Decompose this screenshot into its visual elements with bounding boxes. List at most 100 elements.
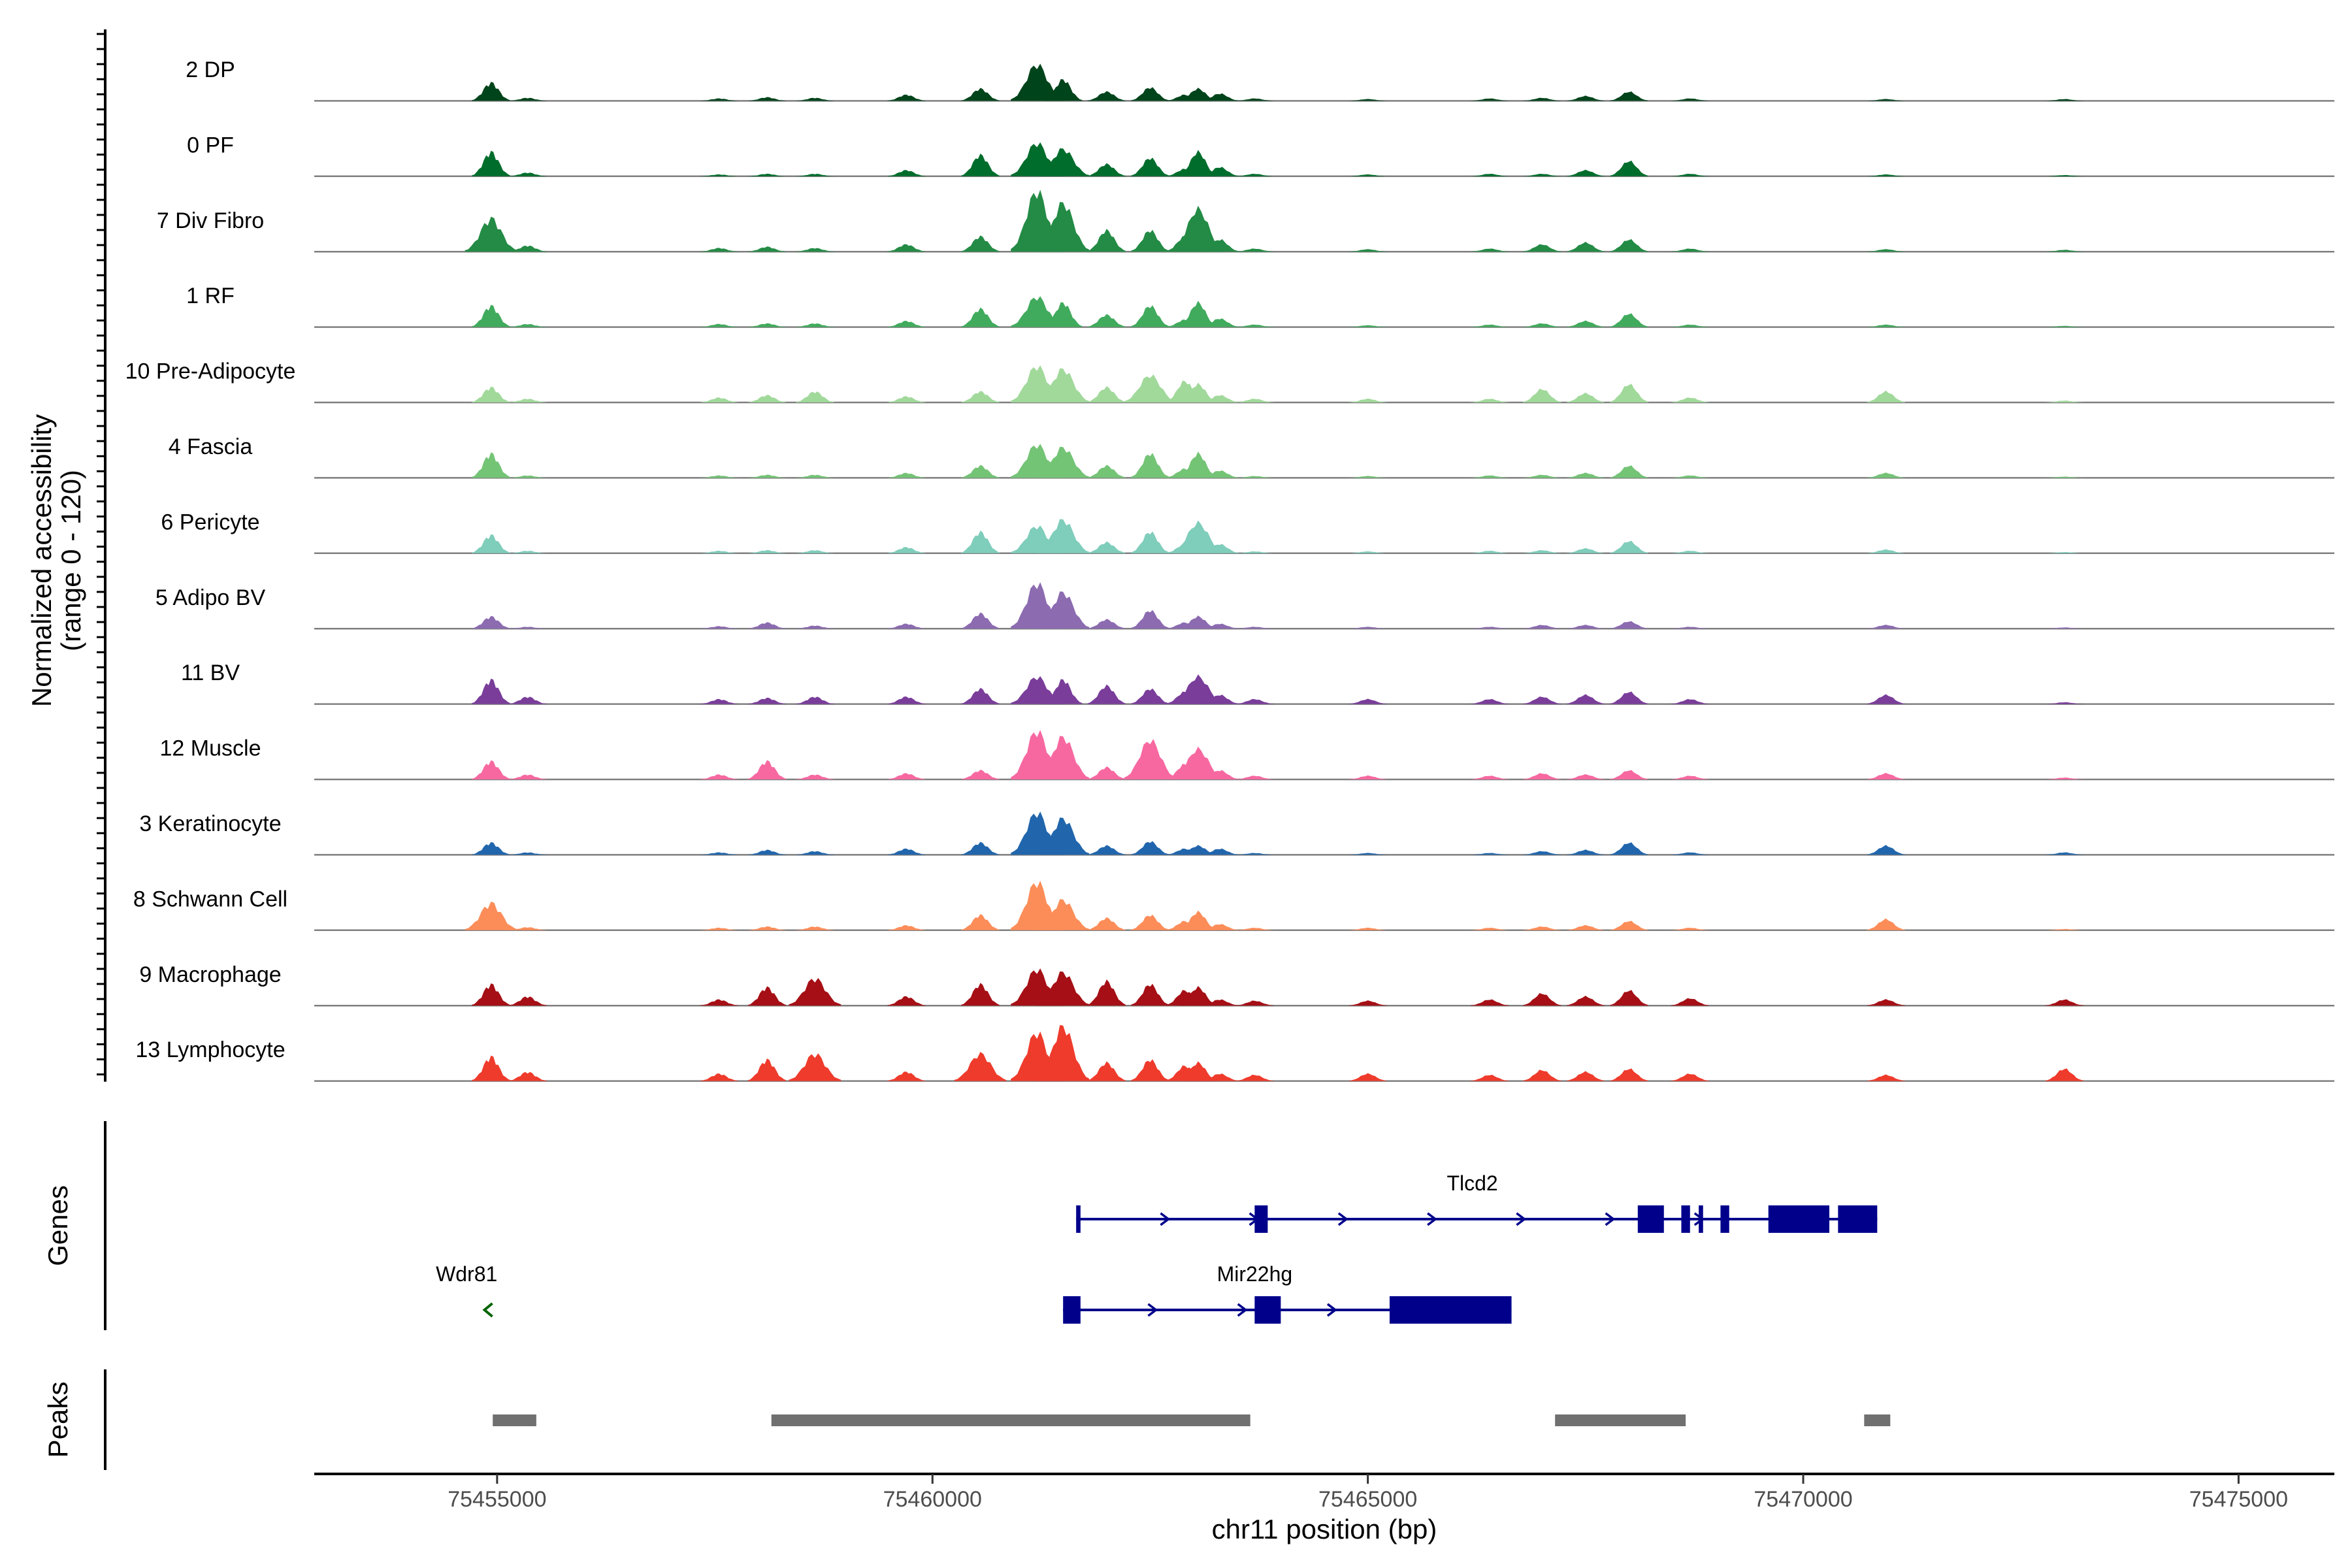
coverage-peak <box>2045 627 2084 629</box>
coverage-peak <box>1087 1061 1126 1081</box>
coverage-peak <box>2045 777 2084 779</box>
coverage-peak <box>1566 996 1605 1006</box>
coverage-peak <box>472 841 510 855</box>
coverage-peak <box>1470 698 1509 704</box>
coverage-peak <box>1200 544 1239 553</box>
coverage-peak <box>472 983 510 1006</box>
coverage-peak <box>508 1071 547 1081</box>
gene-exon <box>1063 1296 1081 1324</box>
gene-exon <box>1637 1205 1664 1233</box>
peak-region <box>493 1414 536 1426</box>
x-tick-label: 75465000 <box>1318 1487 1417 1512</box>
coverage-peak <box>1522 474 1561 478</box>
coverage-peak <box>1522 244 1561 252</box>
coverage-peak <box>508 927 547 930</box>
coverage-peak <box>2045 325 2084 327</box>
coverage-peak <box>508 996 547 1006</box>
coverage-peak <box>1235 1075 1274 1081</box>
coverage-peak <box>1348 627 1387 629</box>
coverage-peak <box>1348 698 1387 704</box>
track-2: 0 PF <box>187 133 2334 178</box>
coverage-peak <box>1037 971 1090 1006</box>
peak-region <box>1555 1414 1686 1426</box>
coverage-peak <box>747 97 787 101</box>
coverage-peak <box>1348 476 1387 478</box>
coverage-peak <box>954 1051 1007 1081</box>
coverage-peak <box>961 465 1000 478</box>
coverage-peak <box>1610 921 1648 930</box>
coverage-peak <box>1610 770 1648 779</box>
track-label: 13 Lymphocyte <box>135 1037 285 1062</box>
coverage-peak <box>1235 551 1274 553</box>
coverage-peak <box>1200 848 1239 855</box>
coverage-peak <box>747 849 787 855</box>
coverage-peak <box>700 1073 739 1081</box>
coverage-peak <box>700 323 739 327</box>
coverage-peak <box>1200 623 1239 629</box>
coverage-peak <box>961 88 1000 101</box>
coverage-peak <box>1011 296 1064 327</box>
coverage-peak <box>1131 229 1169 252</box>
coverage-peak <box>1566 95 1605 101</box>
coverage-peak <box>1348 551 1387 553</box>
coverage-peak <box>1348 775 1387 779</box>
coverage-peak <box>472 678 510 704</box>
track-label: 0 PF <box>187 133 234 157</box>
track-10: 12 Muscle <box>160 730 2334 781</box>
coverage-peak <box>1671 1073 1710 1081</box>
coverage-peak <box>1131 1059 1169 1081</box>
track-13: 9 Macrophage <box>139 962 2334 1007</box>
coverage-peak <box>2045 99 2084 101</box>
coverage-peak <box>1671 248 1710 252</box>
coverage-peak <box>747 926 787 930</box>
peaks-panel: Peaks <box>42 1369 1891 1470</box>
coverage-peak <box>1200 395 1239 402</box>
gene-exon <box>1768 1205 1829 1233</box>
coverage-peak <box>796 248 834 252</box>
coverage-peak <box>1867 99 1905 101</box>
coverage-peak <box>465 902 517 930</box>
coverage-peak <box>1470 174 1509 176</box>
strand-arrow <box>1237 1303 1248 1317</box>
coverage-peak <box>1235 776 1274 779</box>
coverage-peak <box>1087 386 1126 402</box>
coverage-peak <box>1087 845 1126 855</box>
coverage-peak <box>1566 547 1605 553</box>
coverage-peak <box>1470 928 1509 930</box>
coverage-peak <box>1235 853 1274 855</box>
track-6: 4 Fascia <box>169 434 2334 479</box>
track-8: 5 Adipo BV <box>155 582 2334 630</box>
coverage-peak <box>789 1053 841 1081</box>
coverage-peak <box>1470 475 1509 478</box>
coverage-peak <box>700 927 739 930</box>
coverage-peak <box>472 82 510 101</box>
x-axis-title: chr11 position (bp) <box>1212 1514 1437 1544</box>
track-label: 6 Pericyte <box>161 510 259 534</box>
coverage-peak <box>1470 853 1509 855</box>
gene-exon <box>1720 1205 1729 1233</box>
coverage-peak <box>747 323 787 327</box>
track-label: 3 Keratinocyte <box>139 811 281 836</box>
coverage-peak <box>472 150 510 176</box>
coverage-peak <box>700 397 739 402</box>
x-tick-label: 75475000 <box>2189 1487 2288 1512</box>
coverage-peak <box>1235 698 1274 704</box>
gene-label: Tlcd2 <box>1446 1171 1497 1195</box>
track-label: 1 RF <box>186 284 235 308</box>
coverage-peak <box>796 391 834 402</box>
gene-exon <box>1838 1205 1878 1233</box>
coverage-peak <box>1171 520 1224 553</box>
coverage-peak <box>700 626 739 629</box>
coverage-peak <box>508 245 547 252</box>
gene-label: Wdr81 <box>436 1262 497 1286</box>
peaks-panel-title: Peaks <box>42 1382 73 1458</box>
y-axis-title-line2: (range 0 - 120) <box>56 470 86 651</box>
strand-arrow <box>1147 1303 1158 1317</box>
coverage-peak <box>1470 399 1509 402</box>
coverage-peak <box>1087 684 1126 704</box>
coverage-peak <box>2045 928 2084 930</box>
track-11: 3 Keratinocyte <box>139 811 2334 856</box>
coverage-peak <box>796 323 834 327</box>
coverage-peak <box>1131 841 1169 855</box>
track-label: 12 Muscle <box>160 736 261 761</box>
